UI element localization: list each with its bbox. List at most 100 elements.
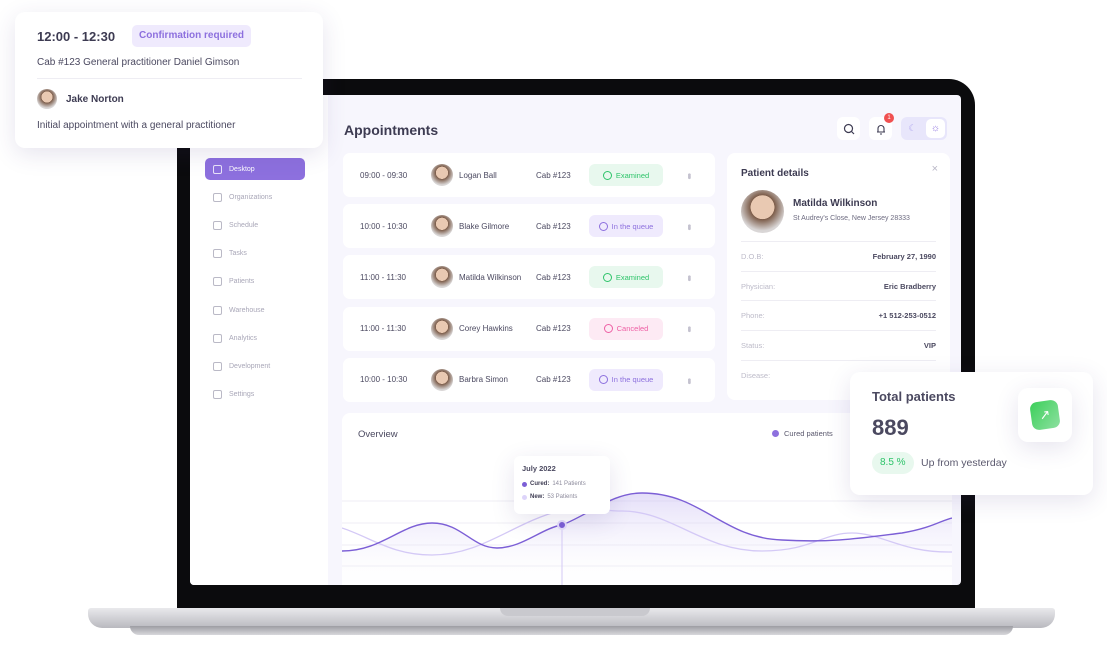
popup-note: Initial appointment with a general pract… xyxy=(37,120,236,131)
appointment-row[interactable]: 11:00 - 11:30 Corey Hawkins Cab #123 Cancel… xyxy=(343,306,715,351)
appointment-row[interactable]: 09:00 - 09:30 Logan Ball Cab #123 Examined •… xyxy=(343,153,715,197)
patient-field: Status: VIP xyxy=(741,330,936,360)
chart-tooltip: July 2022 Cured: 141 Patients New: 53 Pati… xyxy=(514,456,610,514)
patient-name: Blake Gilmore xyxy=(459,221,510,231)
status-icon xyxy=(602,170,612,180)
moon-icon[interactable]: ☾ xyxy=(908,123,917,133)
more-options-icon[interactable]: ••• xyxy=(683,326,694,331)
appointment-row[interactable]: 10:00 - 10:30 Barbra Simon Cab #123 In the … xyxy=(343,357,715,402)
more-options-icon[interactable]: ••• xyxy=(683,223,694,229)
appointment-time: 10:00 - 10:30 xyxy=(360,221,408,231)
patient-name: Matilda Wilkinson xyxy=(793,198,878,209)
chart-icon xyxy=(213,333,222,343)
app-screen: Desktop Organizations Schedule Tasks Patient… xyxy=(190,95,961,585)
status-badge: In the queue xyxy=(589,215,663,238)
cab-number: Cab #123 xyxy=(536,272,571,282)
cab-number: Cab #123 xyxy=(536,375,571,385)
status-badge: Examined xyxy=(589,164,663,186)
appointment-row[interactable]: 10:00 - 10:30 Blake Gilmore Cab #123 In the… xyxy=(343,204,715,249)
field-label: Phone: xyxy=(741,311,765,321)
sidebar-item-development[interactable]: Development xyxy=(205,355,305,377)
more-options-icon[interactable]: ••• xyxy=(683,275,694,280)
laptop-base xyxy=(88,608,1055,628)
status-icon xyxy=(603,324,613,334)
notification-badge: 1 xyxy=(884,113,894,123)
sidebar-item-organizations[interactable]: Organizations xyxy=(205,186,305,208)
search-button[interactable] xyxy=(837,117,860,140)
appointment-time: 10:00 - 10:30 xyxy=(360,375,408,385)
theme-toggle[interactable]: ☾ ☼ xyxy=(901,117,947,140)
legend-dot xyxy=(772,430,779,437)
sidebar-item-label: Warehouse xyxy=(229,306,265,314)
chart-legend: Cured patients xyxy=(772,429,833,438)
appointment-popup[interactable]: 12:00 - 12:30 Confirmation required Cab … xyxy=(15,12,323,148)
sun-icon[interactable]: ☼ xyxy=(926,119,945,138)
patient-avatar xyxy=(741,190,784,233)
legend-label: Cured patients xyxy=(784,429,833,438)
appointment-time: 09:00 - 09:30 xyxy=(360,170,408,180)
total-patients-card: Total patients 889 8.5 % Up from yesterd… xyxy=(850,372,1093,495)
change-badge: 8.5 % xyxy=(872,452,914,474)
patient-name: Matilda Wilkinson xyxy=(459,272,522,282)
sidebar: Desktop Organizations Schedule Tasks Patient… xyxy=(190,95,328,585)
flag-icon xyxy=(213,192,222,202)
new-patients-line xyxy=(342,507,952,556)
sidebar-item-warehouse[interactable]: Warehouse xyxy=(205,299,305,321)
sidebar-item-tasks[interactable]: Tasks xyxy=(205,243,305,265)
sidebar-item-label: Schedule xyxy=(229,221,259,229)
patient-name: Corey Hawkins xyxy=(459,324,513,334)
avatar xyxy=(37,89,57,109)
field-value: Eric Bradberry xyxy=(883,281,936,291)
popup-person: Jake Norton xyxy=(66,94,124,105)
bolt-icon xyxy=(213,361,222,371)
appointment-time: 11:00 - 11:30 xyxy=(360,324,406,334)
trend-up-icon: ↗ xyxy=(1029,399,1061,431)
cab-number: Cab #123 xyxy=(536,324,571,334)
total-value: 889 xyxy=(872,415,909,440)
avatar xyxy=(431,368,453,391)
calendar-icon xyxy=(213,220,222,230)
close-icon[interactable]: × xyxy=(931,163,938,175)
field-label: Status: xyxy=(741,341,765,351)
field-value: February 27, 1990 xyxy=(872,252,936,261)
sidebar-item-desktop[interactable]: Desktop xyxy=(205,158,305,180)
overview-chart xyxy=(342,492,952,585)
change-label: Up from yesterday xyxy=(921,457,1007,469)
user-icon xyxy=(213,277,222,287)
cured-line xyxy=(342,492,952,552)
notifications-button[interactable]: 1 xyxy=(869,113,894,140)
field-value: VIP xyxy=(923,341,936,351)
field-value: +1 512-253-0512 xyxy=(878,311,936,321)
patient-name: Logan Ball xyxy=(459,170,497,180)
more-options-icon[interactable]: ••• xyxy=(683,172,694,178)
field-label: Disease: xyxy=(741,370,771,380)
confirmation-badge: Confirmation required xyxy=(132,25,252,47)
sidebar-item-label: Desktop xyxy=(229,165,255,173)
sidebar-item-patients[interactable]: Patients xyxy=(205,271,305,293)
sidebar-item-label: Analytics xyxy=(229,334,258,342)
appointment-row[interactable]: 11:00 - 11:30 Matilda Wilkinson Cab #123 Ex… xyxy=(343,255,715,300)
more-options-icon[interactable]: ••• xyxy=(683,377,694,383)
total-title: Total patients xyxy=(872,389,956,404)
box-icon xyxy=(213,305,222,315)
avatar xyxy=(431,317,453,340)
popup-detail: Cab #123 General practitioner Daniel Gim… xyxy=(37,57,240,68)
hover-point[interactable] xyxy=(557,520,567,530)
sidebar-item-label: Tasks xyxy=(229,250,247,258)
sidebar-item-schedule[interactable]: Schedule xyxy=(205,214,305,236)
popup-time: 12:00 - 12:30 xyxy=(37,29,116,44)
avatar xyxy=(431,215,453,238)
cab-number: Cab #123 xyxy=(536,170,571,180)
sidebar-item-analytics[interactable]: Analytics xyxy=(205,327,305,349)
sidebar-item-label: Settings xyxy=(229,391,255,399)
grid-icon xyxy=(213,164,222,174)
overview-title: Overview xyxy=(358,429,398,440)
tooltip-new: New: 53 Patients xyxy=(522,494,602,500)
status-icon xyxy=(598,221,608,231)
sidebar-item-settings[interactable]: Settings xyxy=(205,384,305,406)
patient-field: Physician: Eric Bradberry xyxy=(741,270,936,301)
tooltip-cured: Cured: 141 Patients xyxy=(522,481,602,487)
avatar xyxy=(431,164,453,186)
overview-card: Overview Cured patients July 2022 Cured:… xyxy=(342,413,952,585)
patient-field: Phone: +1 512-253-0512 xyxy=(741,300,936,330)
